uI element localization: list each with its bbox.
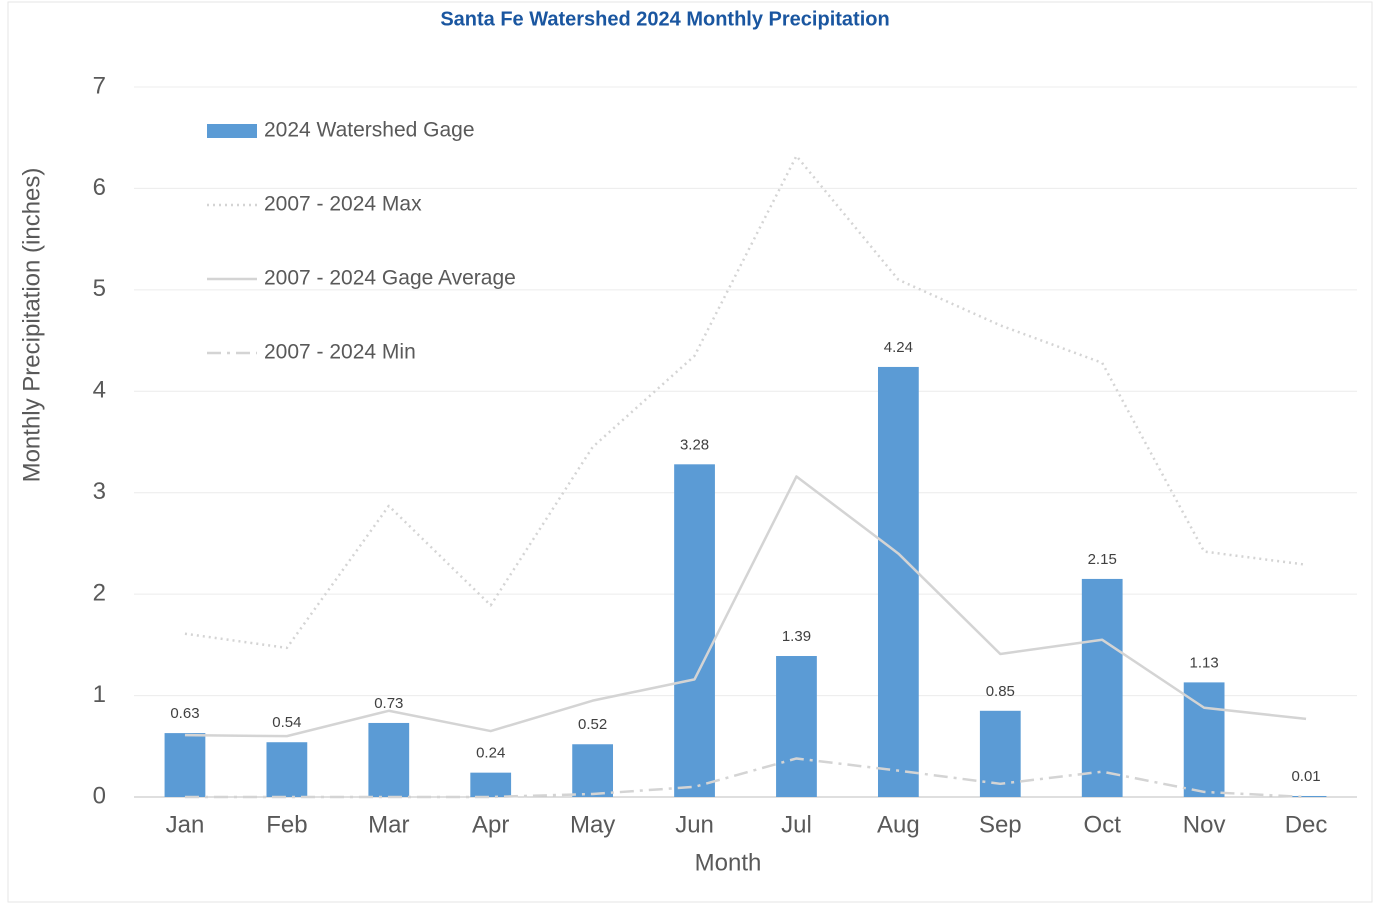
y-axis-title: Monthly Precipitation (inches) (18, 168, 45, 483)
chart-frame (7, 1, 1373, 903)
y-tick-label: 6 (93, 174, 106, 201)
bar (164, 733, 206, 797)
x-tick-label: Jun (675, 811, 714, 838)
x-tick-label: Dec (1285, 811, 1328, 838)
chart-title: Santa Fe Watershed 2024 Monthly Precipit… (440, 8, 889, 30)
y-tick-label: 2 (93, 579, 106, 606)
y-tick-label: 5 (93, 275, 106, 302)
legend-label: 2007 - 2024 Min (264, 341, 416, 364)
x-axis-title: Month (695, 849, 762, 876)
bar (674, 464, 715, 797)
data-label: 1.39 (782, 628, 811, 645)
bar (1183, 682, 1225, 797)
bar (266, 742, 308, 797)
legend-label: 2007 - 2024 Max (264, 193, 422, 216)
data-label: 0.63 (170, 705, 199, 722)
x-tick-label: Aug (877, 811, 920, 838)
legend-label: 2024 Watershed Gage (264, 119, 475, 142)
x-tick-label: Apr (472, 811, 509, 838)
y-tick-label: 1 (93, 681, 106, 708)
y-tick-label: 4 (93, 377, 106, 404)
line-series (184, 475, 1307, 738)
y-tick-label: 3 (93, 478, 106, 505)
data-label: 0.85 (986, 683, 1015, 700)
data-label: 0.52 (578, 716, 607, 733)
y-tick-label: 0 (93, 782, 106, 809)
data-label: 0.54 (272, 714, 301, 731)
x-tick-label: Mar (368, 811, 409, 838)
line-series (184, 757, 1307, 799)
bar (1081, 578, 1123, 797)
data-label: 3.28 (680, 436, 709, 453)
data-label: 0.24 (476, 745, 505, 762)
data-label: 0.01 (1291, 768, 1320, 785)
bar (572, 744, 614, 797)
x-tick-label: Oct (1084, 811, 1122, 838)
x-tick-label: May (570, 811, 615, 838)
data-label: 0.73 (374, 695, 403, 712)
bar (1285, 795, 1327, 797)
x-tick-label: Jul (781, 811, 812, 838)
bar (776, 656, 817, 797)
x-tick-label: Feb (266, 811, 307, 838)
legend-label: 2007 - 2024 Gage Average (264, 267, 516, 290)
x-tick-label: Jan (166, 811, 205, 838)
x-tick-label: Sep (979, 811, 1022, 838)
bar (470, 772, 512, 797)
data-label: 2.15 (1088, 551, 1117, 568)
line-series (184, 154, 1307, 650)
bar (368, 722, 410, 797)
data-label: 4.24 (884, 339, 913, 356)
bar (877, 366, 919, 797)
legend-swatch (207, 124, 257, 138)
x-tick-label: Nov (1183, 811, 1226, 838)
data-label: 1.13 (1190, 654, 1219, 671)
y-tick-label: 7 (93, 72, 106, 99)
